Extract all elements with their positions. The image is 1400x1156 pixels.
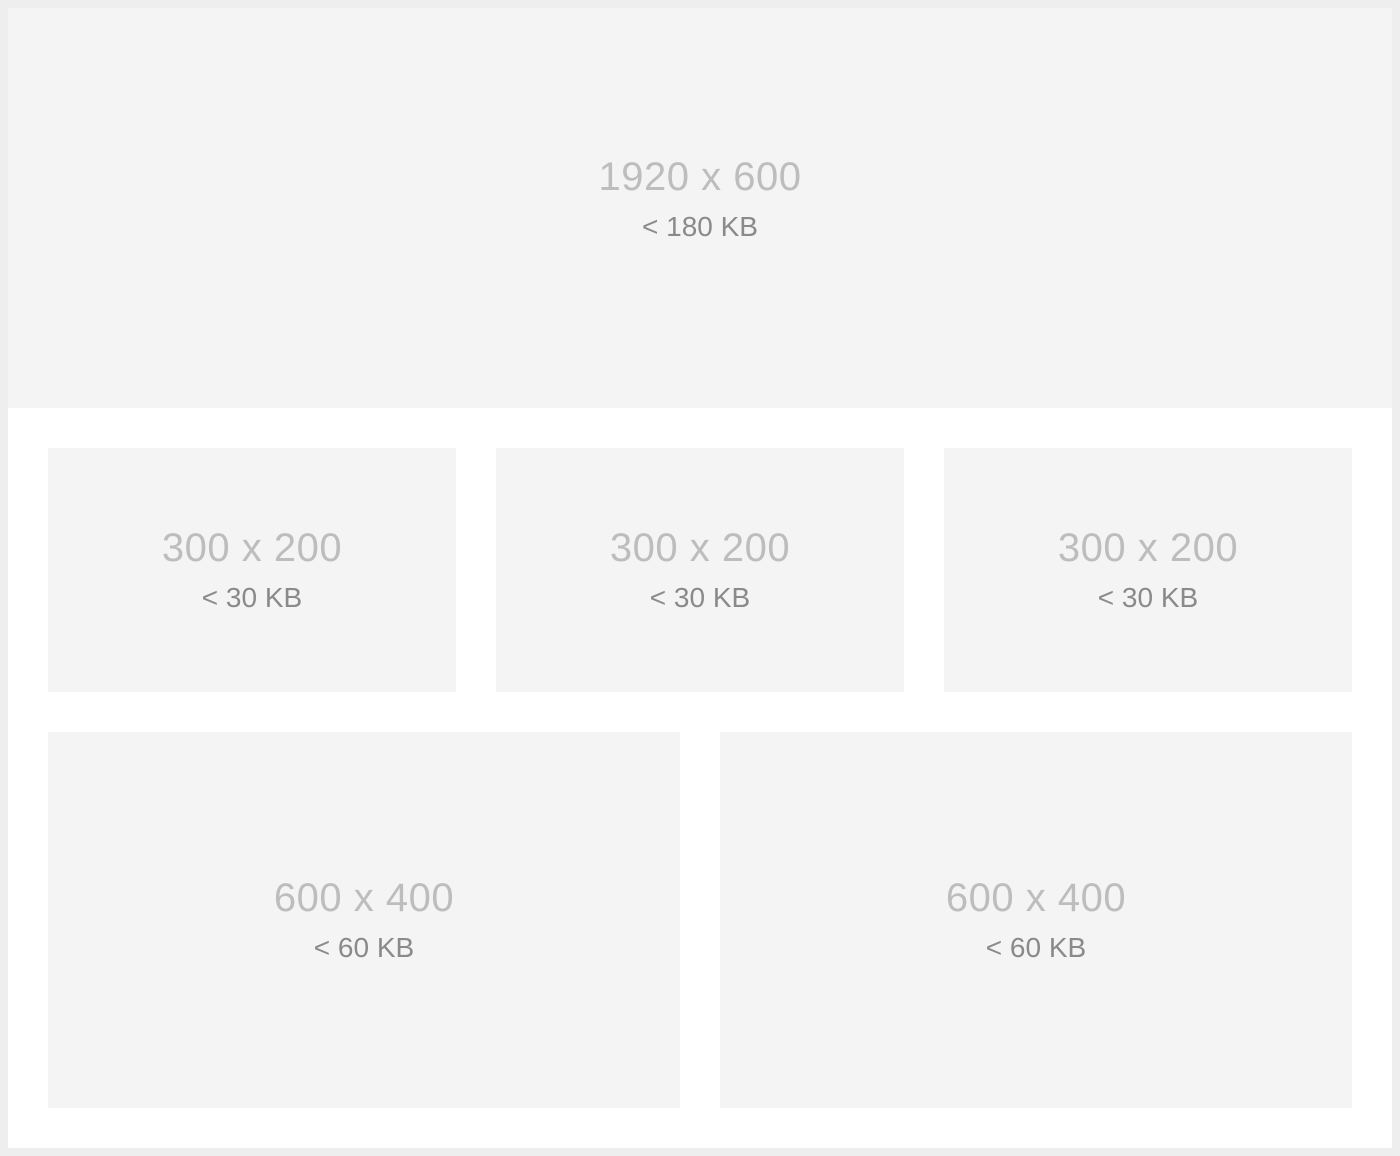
- thumbnail-placeholder-2: 300 x 200 < 30 KB: [496, 448, 904, 692]
- thumbnail-size-label: < 30 KB: [649, 582, 751, 613]
- medium-dimensions-label: 600 x 400: [273, 876, 455, 920]
- hero-dimensions-label: 1920 x 600: [598, 155, 802, 199]
- thumbnail-placeholder-3: 300 x 200 < 30 KB: [944, 448, 1352, 692]
- medium-dimensions-label: 600 x 400: [945, 876, 1127, 920]
- thumbnail-placeholder-1: 300 x 200 < 30 KB: [48, 448, 456, 692]
- medium-image-placeholder-2: 600 x 400 < 60 KB: [720, 732, 1352, 1108]
- medium-size-label: < 60 KB: [313, 932, 415, 963]
- medium-image-placeholder-1: 600 x 400 < 60 KB: [48, 732, 680, 1108]
- thumbnail-dimensions-label: 300 x 200: [1057, 526, 1239, 570]
- hero-size-label: < 180 KB: [642, 211, 758, 242]
- hero-image-placeholder: 1920 x 600 < 180 KB: [8, 8, 1392, 408]
- thumbnail-size-label: < 30 KB: [201, 582, 303, 613]
- thumbnail-dimensions-label: 300 x 200: [161, 526, 343, 570]
- thumbnail-size-label: < 30 KB: [1097, 582, 1199, 613]
- page-container: 1920 x 600 < 180 KB 300 x 200 < 30 KB 30…: [8, 8, 1392, 1148]
- medium-size-label: < 60 KB: [985, 932, 1087, 963]
- thumbnail-dimensions-label: 300 x 200: [609, 526, 791, 570]
